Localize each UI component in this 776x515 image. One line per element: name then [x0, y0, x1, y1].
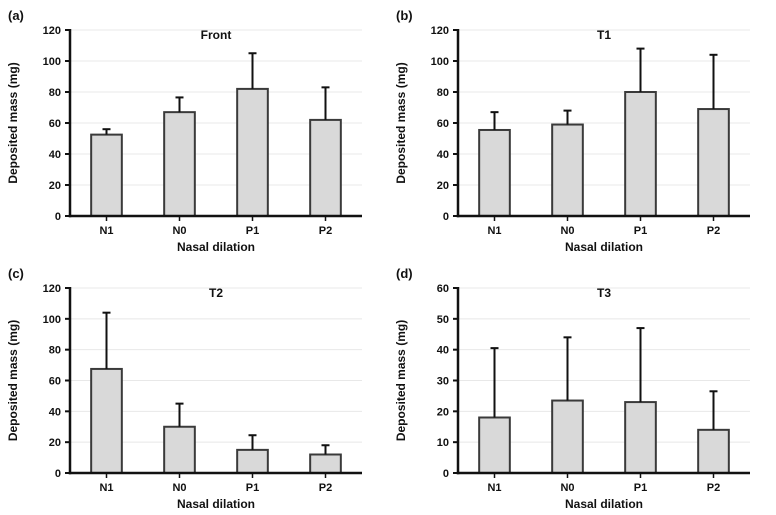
y-tick-label: 60: [49, 376, 61, 388]
y-tick-label: 20: [437, 406, 449, 418]
y-tick-label: 60: [49, 118, 61, 130]
bar-P1: [236, 448, 269, 474]
y-tick-label: 120: [43, 25, 61, 37]
x-tick-label: N0: [560, 225, 574, 237]
y-tick-label: 80: [437, 87, 449, 99]
y-tick-label: 0: [443, 211, 449, 223]
y-tick-label: 30: [437, 376, 449, 388]
bar-N0: [551, 399, 584, 475]
x-tick-label: P1: [246, 225, 259, 237]
chart-title: T1: [597, 28, 611, 42]
y-tick-label: 20: [49, 437, 61, 449]
x-tick-label: P2: [319, 225, 332, 237]
bar-N1: [90, 367, 123, 474]
x-tick-label: N1: [99, 482, 113, 494]
y-tick-label: 20: [49, 180, 61, 192]
bar-N1: [478, 128, 511, 218]
y-tick-label: 100: [43, 314, 61, 326]
y-tick-label: 60: [437, 118, 449, 130]
y-tick-label: 100: [431, 56, 449, 68]
chart-title: T2: [209, 286, 223, 300]
x-tick-label: N1: [487, 225, 501, 237]
y-tick-label: 0: [55, 468, 61, 480]
y-tick-label: 40: [437, 345, 449, 357]
bar-P1: [624, 91, 657, 217]
panel-label: (b): [396, 8, 413, 23]
panel-c-t2-chart: T2 0 20 40 60 80 100 120 N1 N0 P1 P2 Nasal dilation D…: [0, 258, 388, 515]
panel-a-front-chart: Front 0 20 40 60 80 100 120 N1 N0 P1 P2 Nasal dilati…: [0, 0, 388, 258]
panel-d-svg: T3 0 10 20 30 40 50 60 N1 N0 P1 P2 Nasal dilation Dep…: [394, 266, 750, 511]
x-tick-label: P1: [246, 482, 259, 494]
x-axis-title: Nasal dilation: [177, 240, 255, 254]
bar-P2: [309, 118, 342, 217]
bar-P2: [697, 108, 730, 217]
y-tick-label: 40: [49, 406, 61, 418]
x-axis-title: Nasal dilation: [565, 497, 643, 511]
panel-label: (d): [396, 266, 413, 281]
bar-P1: [624, 401, 657, 474]
x-tick-label: N0: [560, 482, 574, 494]
y-axis-title: Deposited mass (mg): [394, 62, 408, 183]
bar-N1: [478, 416, 511, 474]
y-tick-label: 120: [43, 283, 61, 295]
bar-P2: [697, 428, 730, 474]
bar-P1: [236, 87, 269, 217]
x-tick-label: P2: [319, 482, 332, 494]
y-tick-label: 60: [437, 283, 449, 295]
x-tick-label: N1: [99, 225, 113, 237]
y-tick-label: 40: [49, 149, 61, 161]
x-tick-label: P2: [707, 225, 720, 237]
y-tick-label: 40: [437, 149, 449, 161]
y-tick-label: 80: [49, 87, 61, 99]
y-tick-label: 10: [437, 437, 449, 449]
panel-label: (a): [8, 8, 24, 23]
bar-N0: [551, 123, 584, 217]
panel-d-t3-chart: T3 0 10 20 30 40 50 60 N1 N0 P1 P2 Nasal dilation Dep…: [388, 258, 776, 515]
y-tick-label: 0: [55, 211, 61, 223]
y-axis-title: Deposited mass (mg): [6, 320, 20, 441]
bar-N1: [90, 133, 123, 217]
chart-title: T3: [597, 286, 611, 300]
y-tick-label: 100: [43, 56, 61, 68]
bar-N0: [163, 425, 196, 474]
panel-a-svg: Front 0 20 40 60 80 100 120 N1 N0 P1 P2 Nasal dilati…: [6, 8, 362, 254]
panel-label: (c): [8, 266, 24, 281]
x-tick-label: N0: [172, 225, 186, 237]
y-tick-label: 0: [443, 468, 449, 480]
bar-N0: [163, 111, 196, 217]
panel-b-t1-chart: T1 0 20 40 60 80 100 120 N1 N0 P1 P2 Nasal dilation D…: [388, 0, 776, 258]
y-tick-label: 120: [431, 25, 449, 37]
x-tick-label: P2: [707, 482, 720, 494]
y-axis-title: Deposited mass (mg): [394, 320, 408, 441]
y-tick-label: 50: [437, 314, 449, 326]
x-tick-label: P1: [634, 482, 647, 494]
x-axis-title: Nasal dilation: [177, 497, 255, 511]
x-tick-label: P1: [634, 225, 647, 237]
y-tick-label: 80: [49, 345, 61, 357]
y-tick-label: 20: [437, 180, 449, 192]
bar-P2: [309, 453, 342, 474]
panel-b-svg: T1 0 20 40 60 80 100 120 N1 N0 P1 P2 Nasal dilation D…: [394, 8, 750, 254]
y-axis-title: Deposited mass (mg): [6, 62, 20, 183]
x-axis-title: Nasal dilation: [565, 240, 643, 254]
panel-c-svg: T2 0 20 40 60 80 100 120 N1 N0 P1 P2 Nasal dilation D…: [6, 266, 362, 511]
chart-title: Front: [201, 28, 232, 42]
x-tick-label: N1: [487, 482, 501, 494]
x-tick-label: N0: [172, 482, 186, 494]
